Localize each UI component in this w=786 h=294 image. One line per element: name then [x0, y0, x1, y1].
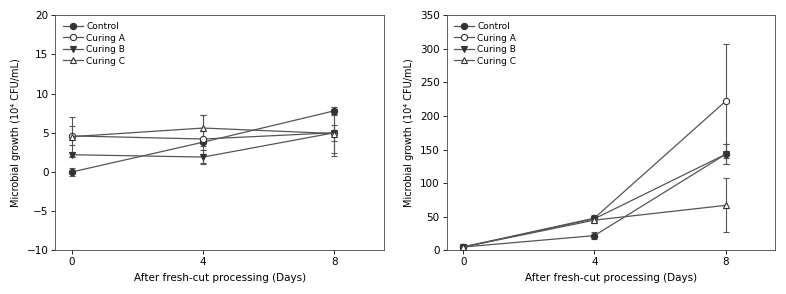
Legend: Control, Curing A, Curing B, Curing C: Control, Curing A, Curing B, Curing C [60, 20, 128, 68]
Legend: Control, Curing A, Curing B, Curing C: Control, Curing A, Curing B, Curing C [451, 20, 519, 68]
X-axis label: After fresh-cut processing (Days): After fresh-cut processing (Days) [134, 273, 306, 283]
X-axis label: After fresh-cut processing (Days): After fresh-cut processing (Days) [525, 273, 697, 283]
Y-axis label: Microbial growth (10⁴ CFU/mL): Microbial growth (10⁴ CFU/mL) [405, 59, 414, 207]
Y-axis label: Microbial growth (10⁴ CFU/mL): Microbial growth (10⁴ CFU/mL) [11, 59, 21, 207]
